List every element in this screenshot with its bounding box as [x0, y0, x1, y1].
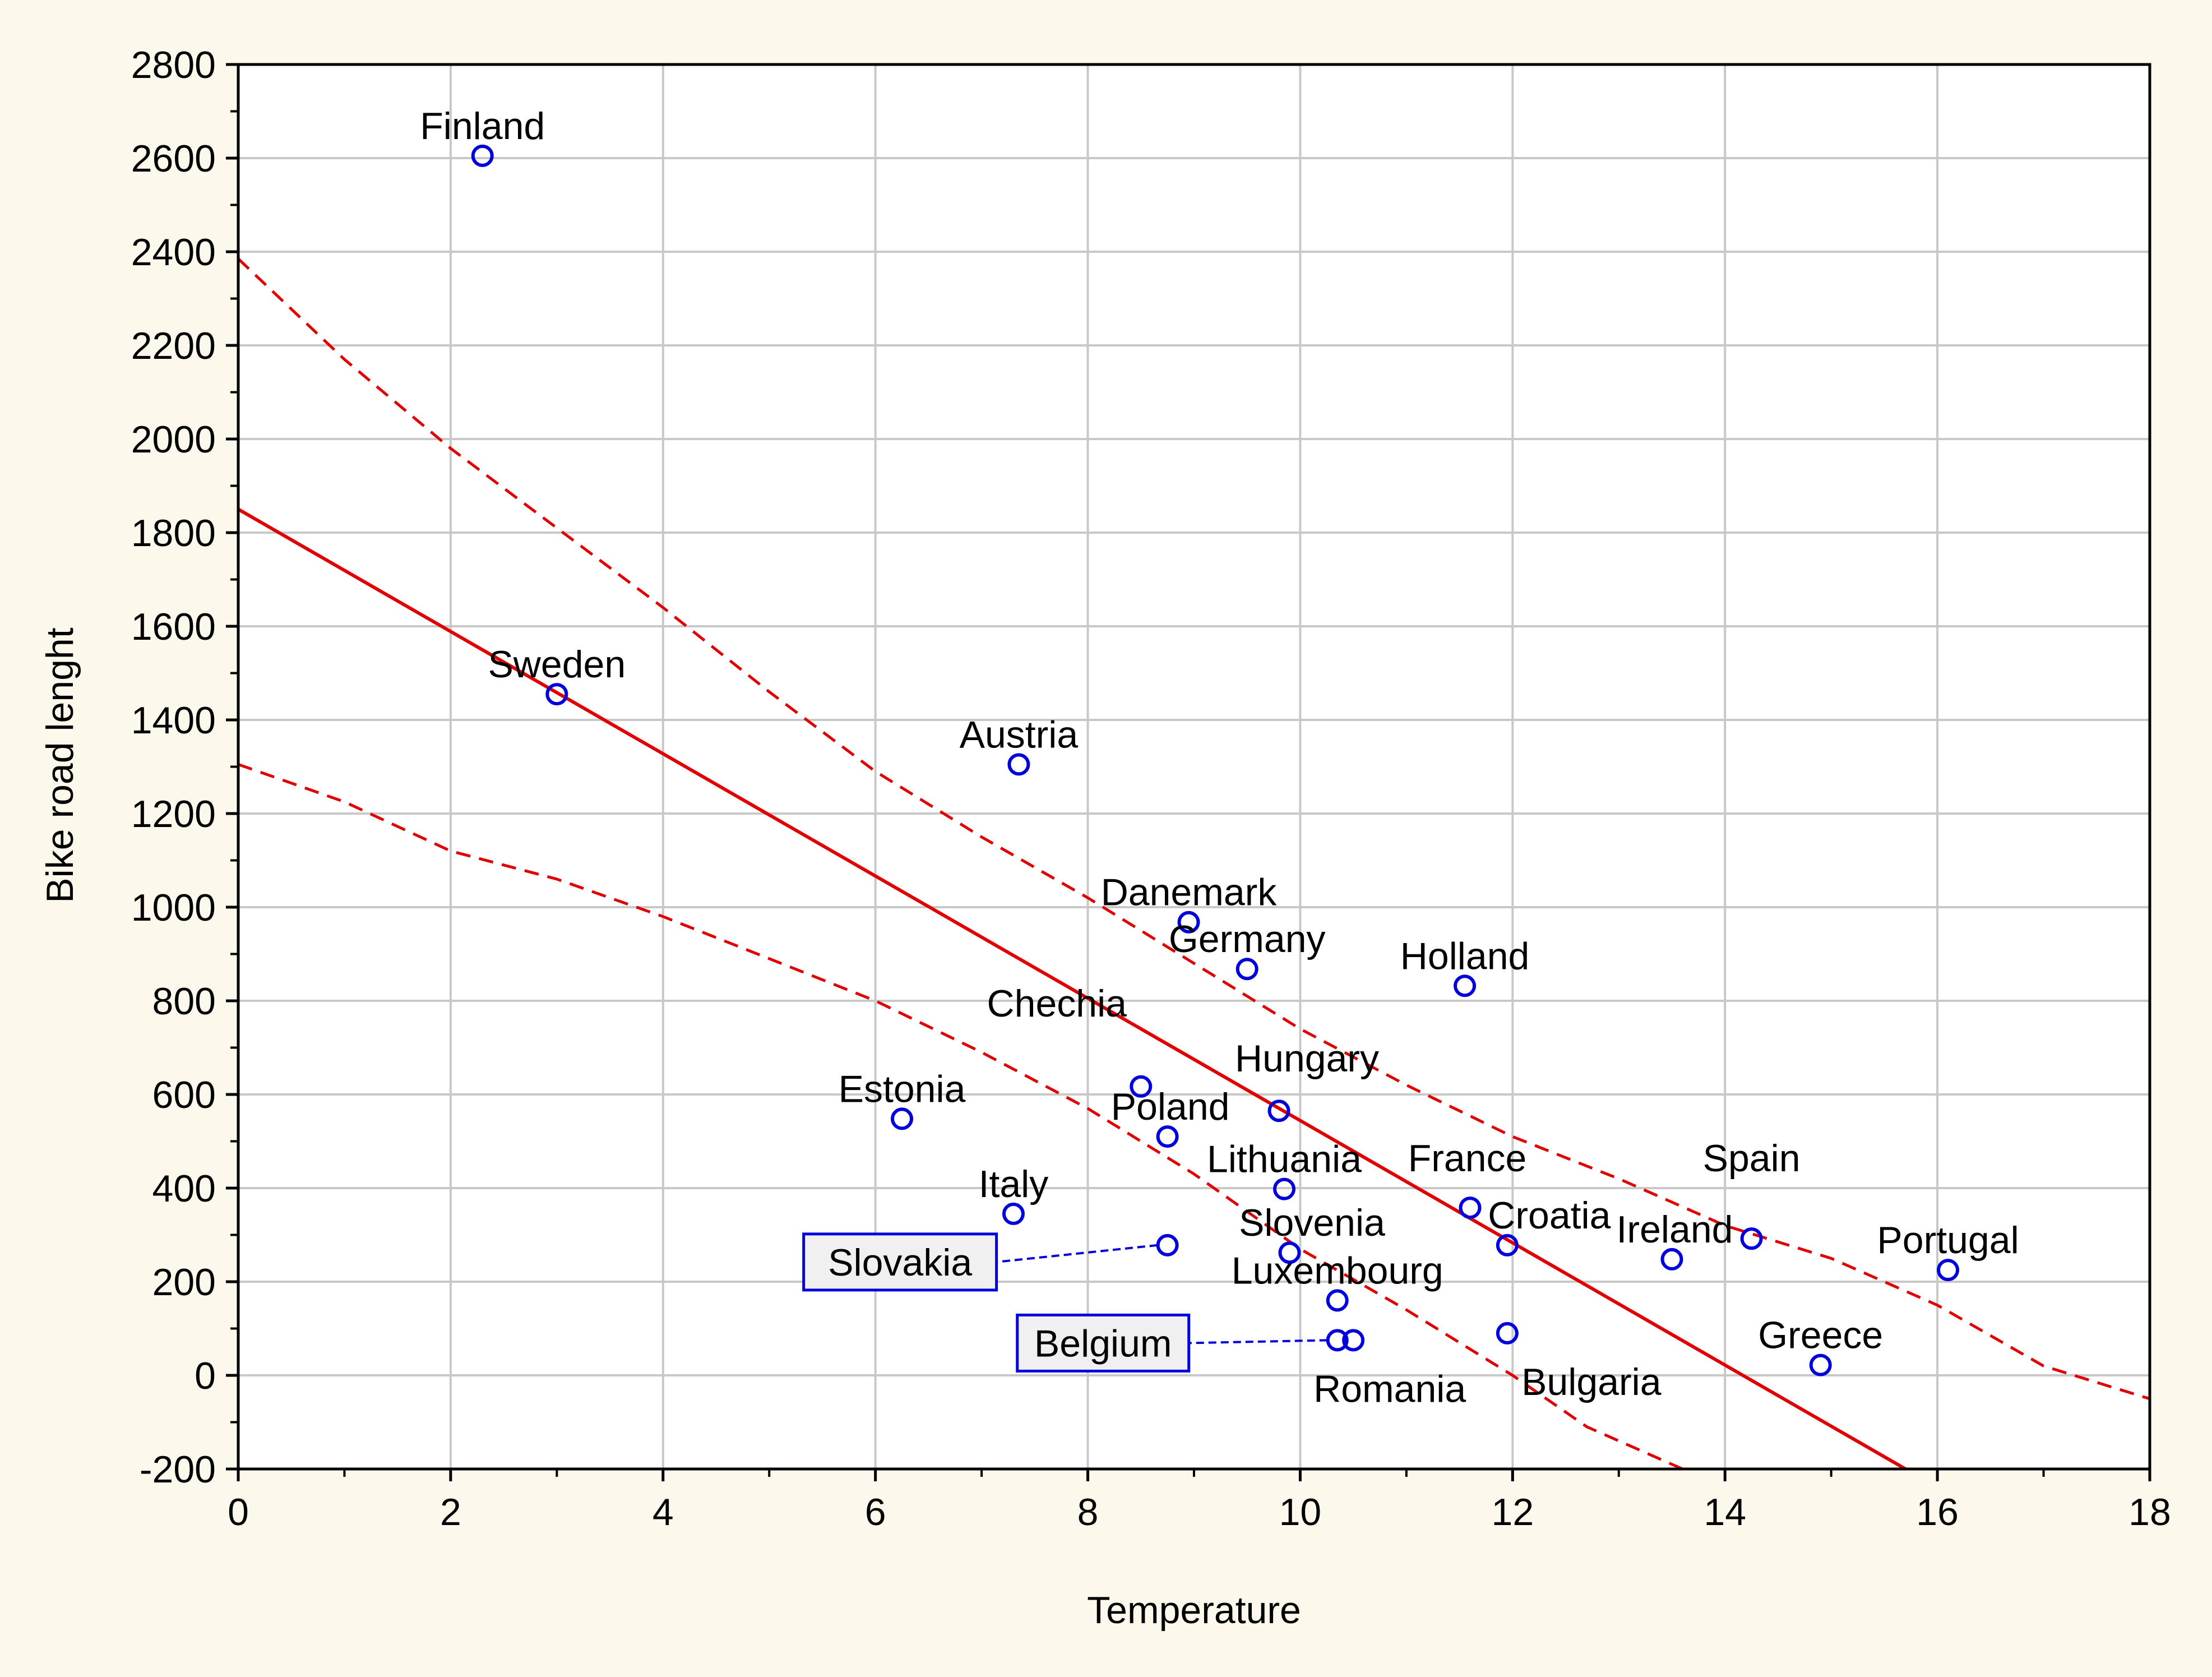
point-label: Italy [979, 1163, 1049, 1205]
data-point [471, 144, 494, 167]
x-tick-label: 18 [2128, 1491, 2171, 1533]
regression-line [238, 507, 1906, 1469]
point-layer [471, 144, 1960, 1376]
data-point [1740, 1227, 1763, 1250]
point-label: Lithuania [1207, 1138, 1362, 1181]
data-point [1454, 974, 1477, 997]
confidence-band-upper [238, 257, 2150, 1401]
y-tick-label: 0 [195, 1355, 216, 1397]
y-tick-label: 200 [152, 1261, 216, 1304]
label-box [802, 1232, 998, 1292]
y-tick-label: 1200 [131, 793, 216, 835]
tick-layer: 0 2 4 6 8 10 12 14 16 18 -200 0 200 400 600 800 1000 1200… [131, 44, 2171, 1533]
point-label: Bulgaria [1521, 1361, 1662, 1403]
point-label: Hungary [1235, 1037, 1379, 1080]
x-tick-label: 4 [653, 1491, 674, 1533]
data-point [1130, 1075, 1153, 1098]
point-label: Ireland [1617, 1208, 1733, 1251]
y-tick-label: 1800 [131, 512, 216, 555]
data-point [1007, 753, 1030, 776]
data-point [1326, 1289, 1349, 1312]
data-point [1156, 1234, 1179, 1256]
confidence-band-layer [238, 257, 2150, 1469]
data-point [1156, 1125, 1179, 1148]
point-label: Danemark [1101, 871, 1278, 914]
y-tick-label: 2600 [131, 137, 216, 180]
plot-area [238, 64, 2150, 1469]
x-tick-label: 14 [1704, 1491, 1746, 1533]
grid-layer [238, 64, 2150, 1469]
data-point [1809, 1353, 1832, 1376]
data-point [1267, 1099, 1290, 1122]
data-point [1660, 1248, 1683, 1271]
x-tick-label: 0 [228, 1491, 249, 1533]
data-point [1342, 1329, 1365, 1352]
y-tick-label: -200 [140, 1448, 216, 1491]
x-tick-label: 2 [440, 1491, 461, 1533]
point-label: Luxembourg [1232, 1249, 1443, 1292]
point-label: Sweden [488, 643, 626, 686]
y-tick-label: 2000 [131, 418, 216, 461]
data-point [1326, 1329, 1349, 1352]
x-axis-label: Temperature [1087, 1589, 1301, 1632]
data-point [1937, 1259, 1960, 1282]
y-tick-label: 2400 [131, 231, 216, 274]
y-tick-label: 1600 [131, 606, 216, 648]
label-leader-line [1188, 1339, 1327, 1345]
y-tick-label: 1000 [131, 886, 216, 929]
y-tick-label: 400 [152, 1167, 216, 1210]
data-point [1459, 1196, 1482, 1219]
point-label: Spain [1703, 1137, 1801, 1180]
x-tick-label: 10 [1279, 1491, 1322, 1533]
y-tick-label: 2800 [131, 44, 216, 86]
point-label: Greece [1758, 1314, 1883, 1357]
x-tick-label: 8 [1077, 1491, 1099, 1533]
data-point [1273, 1177, 1296, 1200]
point-label: France [1408, 1137, 1527, 1180]
x-tick-label: 12 [1492, 1491, 1534, 1533]
point-label: Germany [1169, 918, 1326, 960]
point-label: Croatia [1488, 1194, 1611, 1237]
label-box [1016, 1313, 1191, 1373]
point-label: Slovenia [1239, 1202, 1385, 1244]
data-point [1177, 911, 1200, 934]
data-point [1002, 1202, 1025, 1225]
y-axis-label: Bike road lenght [39, 627, 81, 903]
data-point [1496, 1322, 1519, 1345]
fit-line-layer [238, 507, 1906, 1469]
data-point [1278, 1241, 1301, 1264]
y-tick-label: 800 [152, 980, 216, 1023]
point-label: Romania [1313, 1368, 1466, 1410]
point-label: Chechia [987, 982, 1127, 1025]
data-point [1496, 1234, 1519, 1256]
point-label: Austria [960, 713, 1079, 756]
data-point [891, 1107, 914, 1130]
point-label: Belgium [1034, 1322, 1172, 1365]
point-label: Holland [1400, 935, 1530, 977]
y-tick-label: 2200 [131, 325, 216, 367]
point-label: Finland [420, 105, 545, 147]
label-leader-line [996, 1244, 1158, 1263]
y-tick-label: 1400 [131, 699, 216, 742]
confidence-band-lower [238, 763, 1686, 1469]
point-label: Estonia [839, 1068, 966, 1110]
y-tick-label: 600 [152, 1074, 216, 1116]
data-point [545, 683, 568, 706]
point-label: Poland [1111, 1085, 1230, 1128]
x-tick-label: 16 [1916, 1491, 1959, 1533]
point-label: Slovakia [828, 1241, 972, 1284]
x-tick-label: 6 [865, 1491, 886, 1533]
point-label: Portugal [1877, 1219, 2019, 1262]
data-point [1235, 958, 1258, 981]
